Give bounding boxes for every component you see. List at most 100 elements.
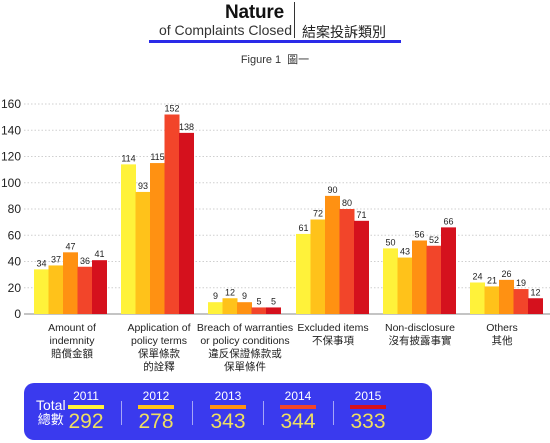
bar	[48, 265, 64, 314]
data-label: 12	[530, 287, 540, 297]
bar	[34, 269, 49, 314]
chart-title-zh: 結案投訴類別	[302, 25, 386, 41]
category-label-en-line: Application of	[127, 322, 191, 334]
data-label: 21	[487, 275, 497, 285]
category-label-en-line: Breach of warranties	[196, 322, 294, 334]
bar	[135, 191, 151, 314]
bar	[310, 219, 326, 314]
total-year: 2015	[354, 389, 382, 403]
y-tick-label: 40	[8, 255, 22, 269]
category-label-zh-line: 的詮釋	[143, 361, 175, 373]
data-label: 71	[356, 210, 366, 220]
bar	[412, 240, 427, 314]
totals-label: Total 總數	[36, 397, 66, 429]
data-label: 36	[80, 256, 90, 266]
bar	[470, 282, 485, 314]
bar	[499, 279, 514, 314]
totals-divider	[263, 401, 264, 425]
header-divider	[294, 2, 295, 38]
category-label: Application of policy terms 保單條款 的詮釋	[111, 322, 207, 374]
bar	[513, 289, 529, 314]
total-year: 2012	[142, 389, 170, 403]
bar-chart: 0 20 40 60 80 100 120 140 160 34 37 47 36 41 114 93 115 1…	[1, 97, 550, 320]
data-label: 72	[313, 209, 323, 219]
bar	[397, 257, 413, 314]
data-label: 56	[414, 230, 424, 240]
data-label: 50	[385, 237, 395, 247]
category-label-en-line: indemnity	[49, 335, 95, 347]
data-label: 90	[327, 185, 337, 195]
data-label: 5	[271, 296, 276, 306]
category-label-zh-line: 賠償金額	[51, 348, 93, 360]
bar	[63, 252, 78, 314]
total-value: 333	[350, 410, 386, 433]
category-label-zh-line: 不保事項	[312, 335, 354, 347]
category-label-zh-line: 違反保證條款或	[208, 348, 282, 360]
bar	[354, 220, 369, 314]
category-label: Breach of warranties or policy conditions…	[186, 322, 304, 374]
data-label: 41	[94, 249, 104, 259]
figure-caption: Figure 1 圖一	[0, 51, 550, 67]
bar	[222, 298, 238, 314]
chart-title-en: Nature	[225, 2, 284, 23]
bar	[150, 163, 165, 314]
total-color-swatch	[68, 405, 104, 409]
total-value: 344	[280, 410, 316, 433]
category-label-zh-line: 沒有披露事實	[388, 335, 452, 347]
figure-label-zh: 圖一	[287, 53, 310, 66]
bar	[208, 302, 223, 314]
data-label: 66	[443, 216, 453, 226]
data-label: 47	[65, 241, 75, 251]
data-label: 24	[472, 272, 482, 282]
bar	[179, 132, 194, 314]
bar	[121, 164, 136, 314]
category-label-zh-line: 其他	[491, 335, 513, 347]
data-label: 9	[242, 291, 247, 301]
bar	[77, 266, 93, 314]
chart-subtitle-en: of Complaints Closed	[158, 22, 292, 38]
totals-label-zh: 總數	[37, 413, 64, 428]
total-color-swatch	[280, 405, 316, 409]
total-item-2011: 2011 292	[56, 389, 116, 434]
bar	[528, 298, 543, 314]
category-label: Amount of indemnity 賠償金額	[24, 322, 120, 361]
data-label: 34	[36, 258, 46, 268]
y-tick-label: 80	[8, 202, 22, 216]
data-label: 115	[150, 152, 164, 162]
category-label: Non-disclosure 沒有披露事實	[372, 322, 468, 348]
data-label: 26	[501, 269, 511, 279]
category-label-en-line: Excluded items	[297, 322, 369, 334]
totals-divider	[121, 401, 122, 425]
bar	[484, 286, 500, 314]
data-label: 152	[164, 104, 179, 114]
data-label: 80	[342, 198, 352, 208]
total-color-swatch	[138, 405, 174, 409]
category-label-en-line: policy terms	[130, 335, 187, 347]
total-item-2014: 2014 344	[268, 389, 328, 434]
figure-label-en: Figure 1	[240, 54, 282, 66]
data-label: 12	[225, 287, 235, 297]
data-label: 19	[516, 278, 526, 288]
total-item-2015: 2015 333	[338, 389, 398, 434]
category-label: Others 其他	[454, 322, 550, 348]
data-label: 61	[298, 223, 308, 233]
total-color-swatch	[350, 405, 386, 409]
total-year: 2011	[73, 389, 99, 403]
header-underline	[149, 40, 401, 43]
category-label-en-line: Amount of	[48, 322, 96, 334]
bar	[441, 227, 456, 314]
y-tick-label: 20	[8, 281, 22, 295]
y-tick-label: 140	[1, 123, 21, 137]
bar	[266, 307, 281, 314]
bar	[164, 114, 180, 314]
total-value: 278	[138, 410, 174, 433]
total-year: 2014	[284, 389, 312, 403]
data-label: 93	[138, 181, 148, 191]
bar	[251, 307, 267, 314]
data-label: 5	[256, 296, 261, 306]
y-tick-label: 120	[1, 150, 21, 164]
y-tick-label: 160	[1, 97, 21, 111]
total-color-swatch	[210, 405, 246, 409]
category-label-zh-line: 保單條件	[224, 361, 266, 373]
totals-panel: Total 總數 2011 292 2012 278 2013 343 2014 344 201…	[24, 383, 432, 440]
